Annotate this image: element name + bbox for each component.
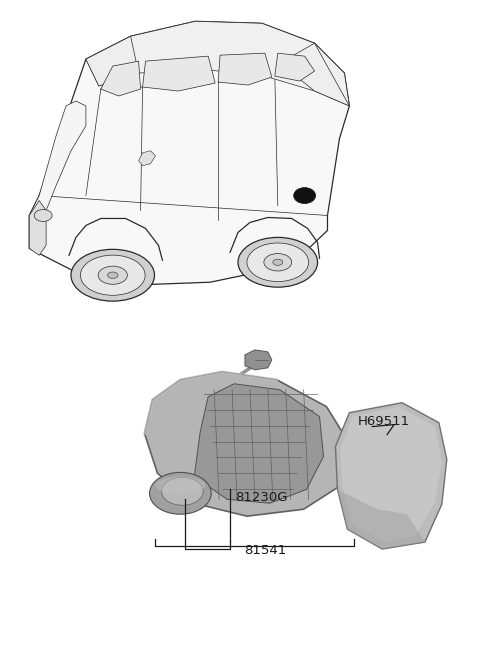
Polygon shape (280, 43, 349, 106)
Text: H69511: H69511 (357, 415, 409, 428)
Ellipse shape (264, 254, 292, 271)
Ellipse shape (247, 243, 309, 282)
Polygon shape (29, 101, 86, 215)
Text: 81541: 81541 (244, 544, 286, 557)
Polygon shape (86, 36, 139, 86)
Polygon shape (29, 200, 46, 256)
Polygon shape (218, 53, 272, 85)
Polygon shape (275, 53, 314, 81)
Polygon shape (245, 350, 272, 370)
Ellipse shape (34, 210, 52, 221)
Ellipse shape (161, 478, 203, 505)
Ellipse shape (238, 237, 318, 287)
Polygon shape (340, 407, 442, 542)
Polygon shape (139, 150, 156, 166)
Polygon shape (144, 372, 349, 516)
Polygon shape (101, 61, 141, 96)
Ellipse shape (156, 476, 205, 494)
Ellipse shape (273, 259, 283, 265)
Ellipse shape (98, 266, 127, 284)
Ellipse shape (294, 188, 315, 204)
Ellipse shape (71, 250, 155, 301)
Polygon shape (143, 56, 215, 91)
Ellipse shape (108, 272, 118, 279)
Text: 81230G: 81230G (235, 491, 288, 505)
Polygon shape (194, 384, 324, 503)
Ellipse shape (80, 255, 145, 295)
Polygon shape (336, 403, 447, 549)
Polygon shape (337, 489, 425, 549)
Polygon shape (29, 21, 349, 285)
Ellipse shape (150, 472, 211, 514)
Polygon shape (86, 21, 349, 106)
